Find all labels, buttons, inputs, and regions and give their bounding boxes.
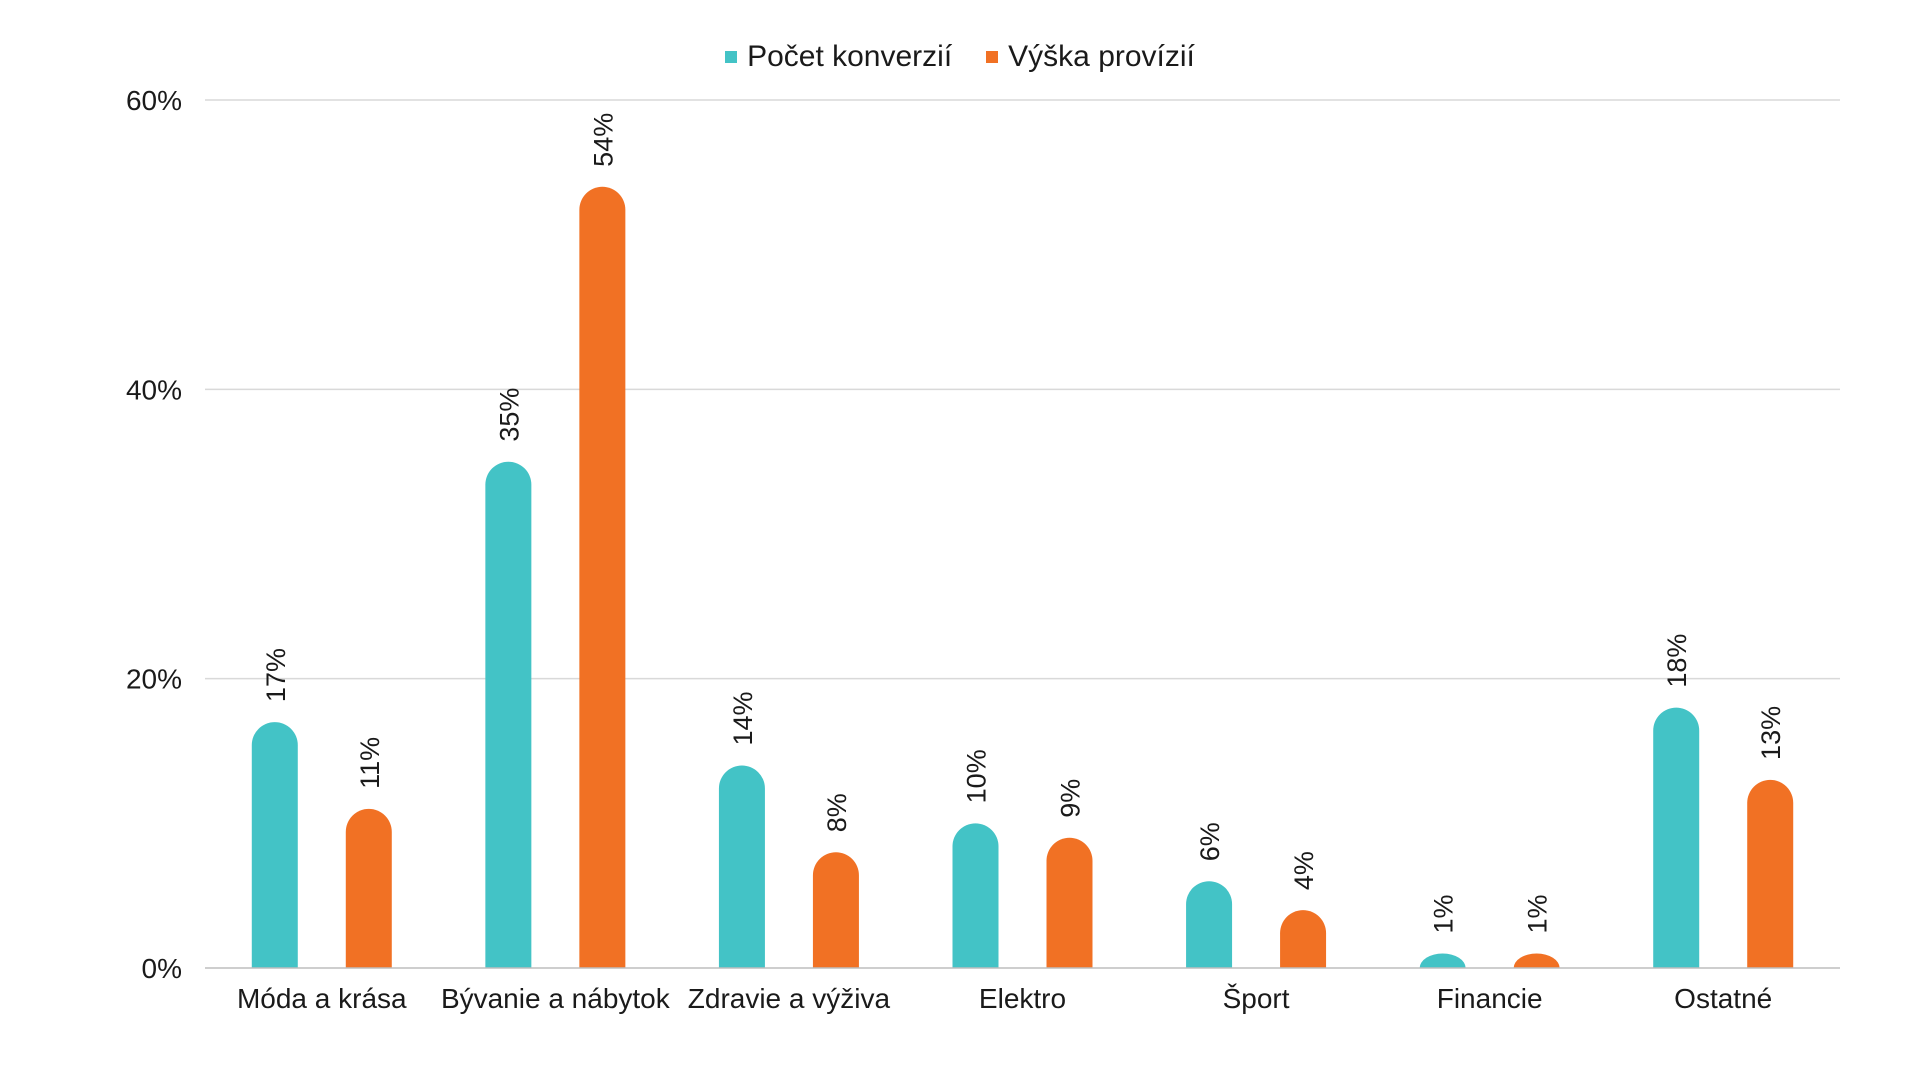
legend-item-vyska-provizii[interactable]: Výška provízií — [986, 40, 1195, 74]
bar-pocet-konverzii-1[interactable] — [485, 461, 532, 968]
y-tick-label-60: 60% — [126, 85, 182, 116]
bar-vyska-provizii-6[interactable] — [1747, 779, 1794, 968]
bar-vyska-provizii-2[interactable] — [812, 852, 859, 968]
data-label-vyska-provizii-1: 54% — [588, 113, 618, 167]
x-tick-label-6: Ostatné — [1674, 983, 1772, 1014]
bar-vyska-provizii-4[interactable] — [1280, 910, 1327, 968]
x-tick-label-4: Šport — [1223, 983, 1290, 1014]
data-label-pocet-konverzii-1: 35% — [494, 388, 524, 442]
x-tick-label-1: Bývanie a nábytok — [441, 983, 671, 1014]
y-tick-label-0: 0% — [142, 953, 182, 984]
bar-pocet-konverzii-0[interactable] — [251, 722, 298, 968]
data-label-vyska-provizii-0: 11% — [355, 737, 385, 789]
data-label-pocet-konverzii-5: 1% — [1429, 895, 1459, 934]
data-label-vyska-provizii-4: 4% — [1289, 851, 1319, 890]
bar-vyska-provizii-5[interactable] — [1513, 953, 1560, 968]
bar-pocet-konverzii-6[interactable] — [1653, 707, 1700, 968]
bar-pocet-konverzii-5[interactable] — [1419, 953, 1466, 968]
data-label-pocet-konverzii-4: 6% — [1195, 822, 1225, 861]
legend-label-pocet-konverzii: Počet konverzií — [747, 40, 953, 73]
bar-vyska-provizii-3[interactable] — [1046, 837, 1093, 968]
x-tick-label-5: Financie — [1437, 983, 1543, 1014]
legend-label-vyska-provizii: Výška provízií — [1008, 40, 1195, 73]
data-label-vyska-provizii-2: 8% — [822, 793, 852, 832]
x-tick-label-0: Móda a krása — [237, 983, 407, 1014]
bar-vyska-provizii-0[interactable] — [345, 808, 392, 968]
y-tick-label-20: 20% — [126, 664, 182, 695]
data-label-vyska-provizii-6: 13% — [1756, 706, 1786, 760]
data-label-vyska-provizii-5: 1% — [1523, 895, 1553, 934]
legend: Počet konverzií Výška provízií — [0, 40, 1920, 74]
y-tick-label-40: 40% — [126, 374, 182, 405]
data-label-pocet-konverzii-3: 10% — [962, 749, 992, 803]
x-tick-label-2: Zdravie a výživa — [688, 983, 891, 1014]
legend-swatch-vyska-provizii — [986, 51, 999, 63]
bar-pocet-konverzii-2[interactable] — [718, 765, 765, 968]
bar-pocet-konverzii-4[interactable] — [1186, 881, 1233, 968]
data-label-vyska-provizii-3: 9% — [1056, 779, 1086, 818]
legend-item-pocet-konverzii[interactable]: Počet konverzií — [725, 40, 952, 74]
data-label-pocet-konverzii-2: 14% — [728, 691, 758, 745]
bar-pocet-konverzii-3[interactable] — [952, 823, 999, 968]
data-label-pocet-konverzii-6: 18% — [1662, 634, 1692, 688]
x-tick-label-3: Elektro — [979, 983, 1066, 1014]
data-label-pocet-konverzii-0: 17% — [261, 648, 291, 702]
legend-swatch-pocet-konverzii — [725, 51, 738, 63]
bar-vyska-provizii-1[interactable] — [579, 186, 626, 969]
